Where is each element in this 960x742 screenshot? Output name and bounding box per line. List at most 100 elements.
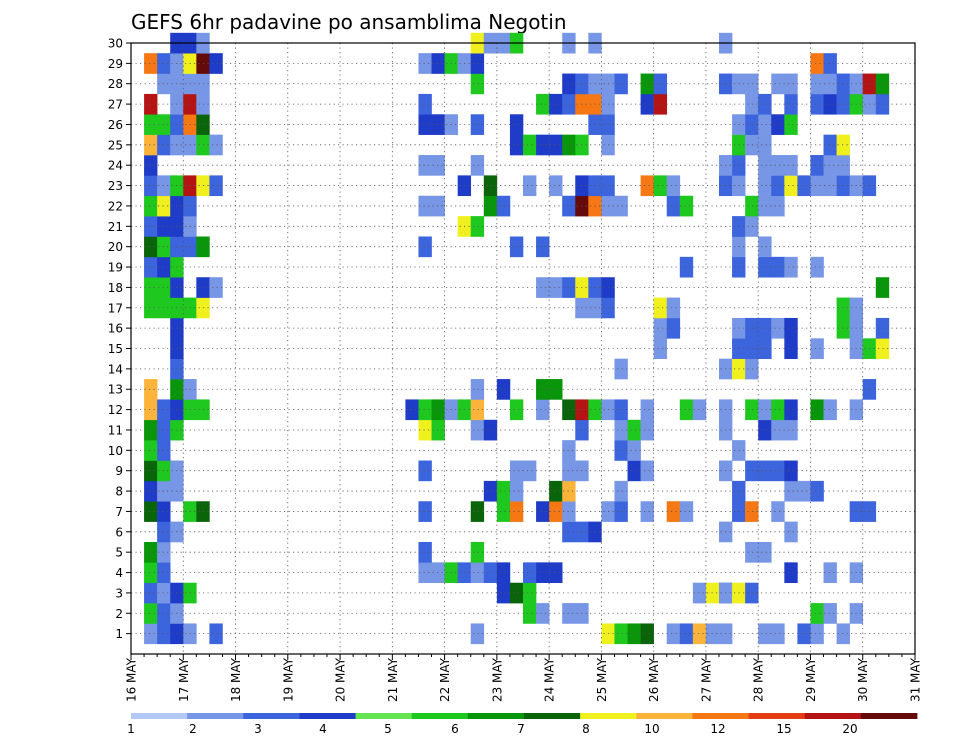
heatmap-cell <box>875 93 890 115</box>
heatmap-cell <box>758 399 772 421</box>
heatmap-cell <box>614 501 628 522</box>
y-tick-label: 27 <box>108 98 123 112</box>
heatmap-cell <box>470 501 485 522</box>
y-tick-label: 17 <box>108 301 123 315</box>
heatmap-cell <box>771 460 785 482</box>
heatmap-cell <box>666 501 681 522</box>
heatmap-cell <box>758 317 772 339</box>
heatmap-cell <box>157 541 171 563</box>
legend-swatch <box>748 713 806 719</box>
heatmap-cell <box>758 236 772 258</box>
heatmap-cell <box>810 256 824 278</box>
heatmap-cell <box>418 93 432 115</box>
heatmap-cell <box>758 134 772 156</box>
heatmap-cell <box>745 541 759 563</box>
x-tick-label: 21 MAY <box>386 657 400 702</box>
legend-swatch <box>804 713 862 719</box>
heatmap-cell <box>144 399 158 421</box>
x-tick-label: 27 MAY <box>699 657 713 702</box>
heatmap-cell <box>653 317 668 339</box>
heatmap-cell <box>431 114 445 135</box>
y-tick-label: 28 <box>108 77 123 91</box>
heatmap-cell <box>679 623 694 645</box>
heatmap-cell <box>875 317 890 339</box>
heatmap-cell <box>549 93 563 115</box>
heatmap-cell <box>523 175 537 197</box>
x-tick-label: 25 MAY <box>595 657 609 702</box>
y-tick-label: 2 <box>115 607 123 621</box>
heatmap-cell <box>745 399 759 421</box>
heatmap-cell <box>810 155 824 176</box>
heatmap-cell <box>771 623 785 645</box>
heatmap-cell <box>431 53 445 74</box>
x-axis: 16 MAY 17 MAY 18 MAY 19 MAY 20 MAY 21 MAY 22 M… <box>125 654 923 702</box>
heatmap-cell <box>470 379 485 400</box>
heatmap-cell <box>418 501 432 522</box>
heatmap-cell <box>483 175 498 197</box>
heatmap-cell <box>144 501 158 522</box>
heatmap-cell <box>692 399 707 421</box>
heatmap-cell <box>784 256 798 278</box>
legend-label: 20 <box>842 722 857 736</box>
heatmap-cell <box>758 114 772 135</box>
heatmap-cell <box>144 256 158 278</box>
heatmap-cell <box>157 603 171 624</box>
heatmap-cell <box>496 582 511 604</box>
heatmap-cell <box>758 419 772 441</box>
legend-swatch <box>243 713 300 719</box>
heatmap-cell <box>679 399 694 421</box>
y-tick-label: 11 <box>108 423 123 437</box>
heatmap-cell <box>536 277 550 298</box>
y-tick-label: 24 <box>108 159 123 173</box>
heatmap-cell <box>758 93 772 115</box>
heatmap-cell <box>418 399 432 421</box>
heatmap-cell <box>157 419 171 441</box>
heatmap-cell <box>823 603 837 624</box>
heatmap-cell <box>157 236 171 258</box>
heatmap-cell <box>823 562 837 584</box>
heatmap-cell <box>784 155 798 176</box>
legend-label: 5 <box>384 722 392 736</box>
heatmap-cell <box>823 155 837 176</box>
heatmap-cell <box>509 399 524 421</box>
heatmap-cell <box>157 134 171 156</box>
heatmap-cell <box>784 93 798 115</box>
heatmap-cell <box>144 582 158 604</box>
x-tick-label: 31 MAY <box>909 657 923 702</box>
heatmap-cell <box>536 236 550 258</box>
heatmap-cell <box>562 73 576 95</box>
heatmap-cell <box>562 480 576 502</box>
heatmap-cell <box>470 73 485 95</box>
heatmap-cell <box>496 480 511 502</box>
heatmap-cell <box>562 440 576 461</box>
heatmap-cell <box>836 134 850 156</box>
heatmap-cell <box>418 562 432 584</box>
heatmap-cell <box>549 379 563 400</box>
legend-label: 6 <box>451 722 459 736</box>
heatmap-cell <box>509 134 524 156</box>
heatmap-cell <box>784 114 798 135</box>
heatmap-cell <box>562 501 576 522</box>
legend-label: 1 <box>127 722 135 736</box>
heatmap-cell <box>144 440 158 461</box>
heatmap-cell <box>549 175 563 197</box>
x-tick-label: 29 MAY <box>804 657 818 702</box>
heatmap-cell <box>536 603 550 624</box>
heatmap-cell <box>483 562 498 584</box>
heatmap-cell <box>418 236 432 258</box>
heatmap-cell <box>562 195 576 217</box>
heatmap-cell <box>144 460 158 482</box>
heatmap-cell <box>823 93 837 115</box>
y-tick-label: 13 <box>108 383 123 397</box>
heatmap-cell <box>157 623 171 645</box>
heatmap-cell <box>810 93 824 115</box>
x-tick-label: 28 MAY <box>752 657 766 702</box>
heatmap-cell <box>666 195 681 217</box>
color-legend: 1 2 3 4 5 6 7 8 10 12 15 20 <box>127 713 918 736</box>
heatmap-cell <box>679 256 694 278</box>
heatmap-cell <box>496 562 511 584</box>
heatmap-cell <box>470 623 485 645</box>
heatmap-cell <box>640 93 654 115</box>
heatmap-cell <box>144 155 158 176</box>
